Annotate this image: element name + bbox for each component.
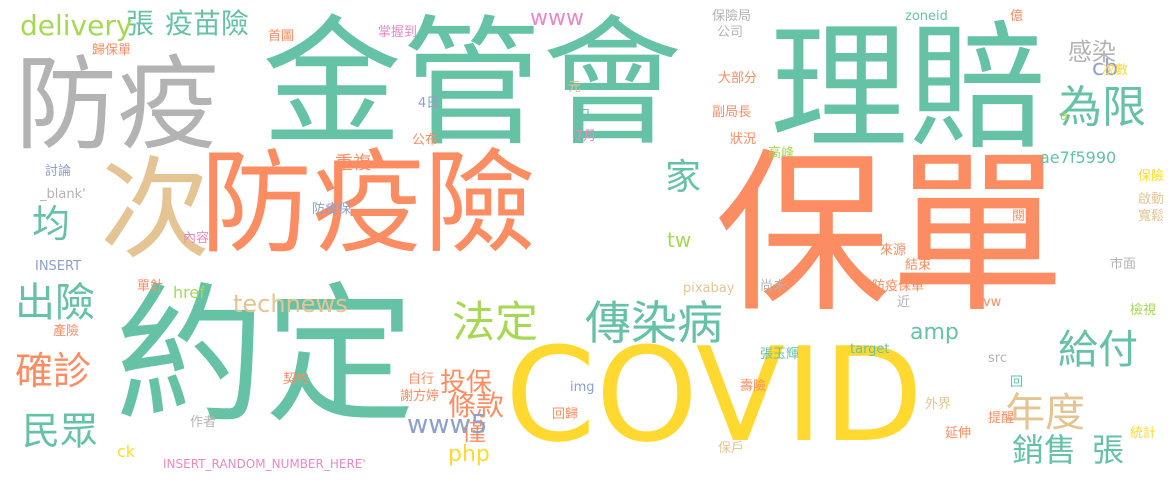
word: 副局長 bbox=[712, 105, 752, 120]
word: 謝方婷 bbox=[400, 389, 440, 404]
word: 防疫險 bbox=[200, 139, 536, 269]
word: php bbox=[448, 442, 490, 467]
word: 產險 bbox=[53, 324, 80, 339]
word: 防疫保單 bbox=[872, 279, 925, 294]
word: 尚未 bbox=[760, 279, 787, 294]
word: 給付 bbox=[1058, 327, 1138, 373]
word: 歸保單 bbox=[92, 43, 132, 58]
word: 作者 bbox=[190, 415, 217, 430]
word: tw bbox=[667, 228, 692, 252]
word: _blank' bbox=[40, 187, 86, 202]
word: 提醒 bbox=[988, 411, 1015, 426]
word: 掌握到 bbox=[378, 25, 418, 40]
word: 來源 bbox=[880, 243, 907, 258]
word: 啟動 bbox=[1138, 192, 1165, 207]
word: 防疫 bbox=[15, 46, 219, 165]
word: 延伸 bbox=[945, 426, 972, 441]
word: target bbox=[850, 342, 890, 357]
word: 高峰 bbox=[768, 146, 795, 161]
word: 金管會 bbox=[262, 3, 683, 166]
word: 7月 bbox=[575, 129, 597, 144]
word: 4日 bbox=[418, 96, 440, 111]
word: 自行 bbox=[408, 372, 435, 387]
word: 次數 bbox=[1102, 63, 1129, 78]
word: COVID bbox=[505, 319, 924, 471]
word: 單針 bbox=[137, 279, 164, 294]
word: 大部分 bbox=[718, 71, 758, 86]
word: 感染 bbox=[1068, 38, 1116, 66]
word: ck bbox=[117, 442, 136, 461]
word: 回歸 bbox=[552, 407, 579, 422]
word: cb bbox=[1092, 56, 1119, 81]
word: 條款 bbox=[448, 389, 505, 422]
word: 民眾 bbox=[22, 409, 99, 453]
word: a bbox=[1060, 109, 1068, 124]
word: href bbox=[173, 283, 205, 302]
word: 回 bbox=[1010, 375, 1024, 390]
word: 近 bbox=[897, 295, 911, 310]
word: 首圖 bbox=[268, 29, 295, 44]
word: 保險 bbox=[1138, 169, 1165, 184]
word: 出險 bbox=[15, 280, 95, 326]
word: 均 bbox=[32, 202, 71, 246]
word: 契約 bbox=[283, 372, 310, 387]
word: avw bbox=[975, 295, 1002, 310]
word: 張 bbox=[126, 7, 155, 40]
word: 公布 bbox=[412, 133, 439, 148]
word: 確診 bbox=[15, 349, 92, 393]
word: 公司 bbox=[717, 25, 744, 40]
word: 銷售 bbox=[1012, 431, 1077, 469]
word: ae7f5990 bbox=[1040, 148, 1117, 167]
word: 討論 bbox=[45, 164, 72, 179]
word: 狀況 bbox=[730, 132, 757, 147]
word: 約定 bbox=[115, 270, 416, 444]
word: 外界 bbox=[925, 397, 952, 412]
word: pixabay bbox=[683, 281, 735, 296]
word: amp bbox=[910, 320, 959, 345]
word: www bbox=[530, 6, 584, 31]
word: 重複 bbox=[335, 153, 371, 174]
word: 理賠 bbox=[770, 8, 1047, 169]
word: 閱讀 bbox=[1012, 209, 1039, 224]
word: 張 bbox=[1092, 431, 1125, 469]
word: 檢視 bbox=[1130, 303, 1157, 318]
word: 保險局 bbox=[712, 9, 752, 24]
word: 投保 bbox=[440, 368, 493, 398]
word: img bbox=[570, 380, 595, 395]
word: 張玉輝 bbox=[760, 347, 800, 362]
word: 統計 bbox=[1130, 426, 1157, 441]
word: 為限 bbox=[1058, 82, 1146, 133]
word: technews bbox=[233, 290, 348, 318]
word: n bbox=[372, 360, 381, 376]
word: INSERT_RANDOM_NUMBER_HERE' bbox=[163, 457, 366, 471]
word: 日 bbox=[577, 108, 591, 124]
word: src bbox=[988, 351, 1007, 366]
word: 防疫保 bbox=[312, 202, 352, 217]
word: 元 bbox=[568, 80, 582, 95]
word: 壽險 bbox=[740, 379, 767, 394]
word: zoneid bbox=[905, 9, 948, 24]
word: 寬鬆 bbox=[1138, 209, 1165, 224]
word: 年度 bbox=[1005, 390, 1085, 436]
word: 僅 bbox=[462, 418, 486, 446]
word: 億 bbox=[1010, 9, 1024, 24]
word: 保單 bbox=[715, 134, 1065, 337]
word: 內容 bbox=[183, 231, 210, 246]
word: INSERT bbox=[35, 259, 82, 274]
word: 傳染病 bbox=[585, 296, 723, 350]
word: 法定 bbox=[452, 298, 538, 348]
word: www5 bbox=[407, 410, 488, 440]
word: 保戶 bbox=[718, 441, 745, 456]
word: 疫苗險 bbox=[165, 7, 250, 40]
word: 家 bbox=[665, 157, 702, 198]
word: 次 bbox=[100, 146, 210, 274]
word: delivery bbox=[20, 9, 133, 42]
word: 結束 bbox=[905, 258, 932, 273]
word: 市面 bbox=[1110, 257, 1137, 272]
